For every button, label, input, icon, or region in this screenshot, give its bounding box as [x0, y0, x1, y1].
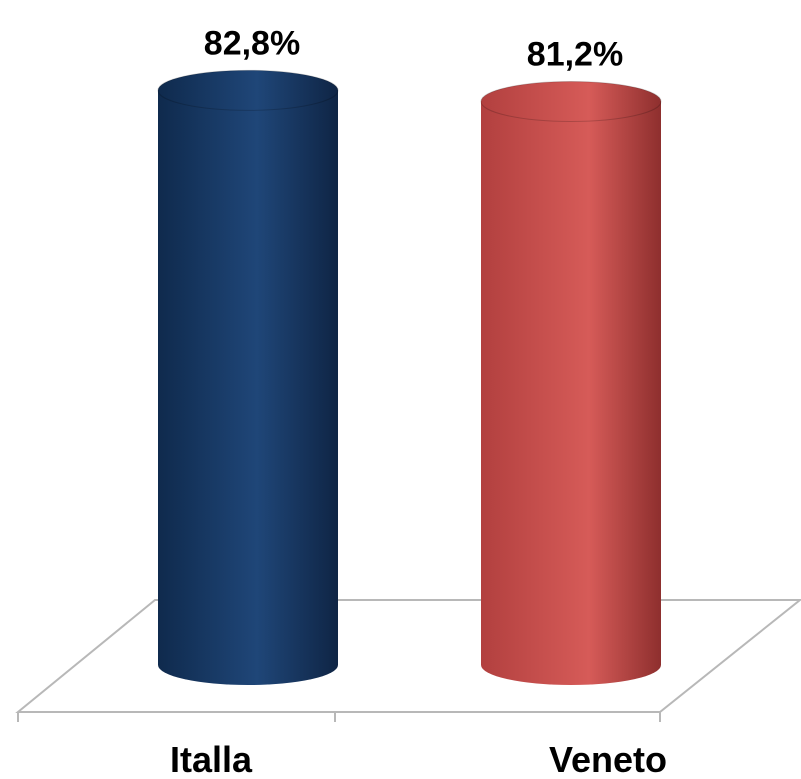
bar-italla: [158, 90, 338, 686]
bar-top-veneto: [480, 80, 662, 122]
bars-group: 82,8% Italla 81,2% Veneto: [157, 24, 667, 779]
data-label-italla: 82,8%: [204, 24, 300, 62]
category-label-veneto: Veneto: [549, 739, 667, 779]
bar-veneto: [481, 101, 661, 686]
data-label-veneto: 81,2%: [527, 35, 623, 73]
chart-floor: [15, 599, 801, 713]
bar-top-italla: [157, 69, 339, 111]
category-label-italla: Italla: [170, 739, 253, 779]
